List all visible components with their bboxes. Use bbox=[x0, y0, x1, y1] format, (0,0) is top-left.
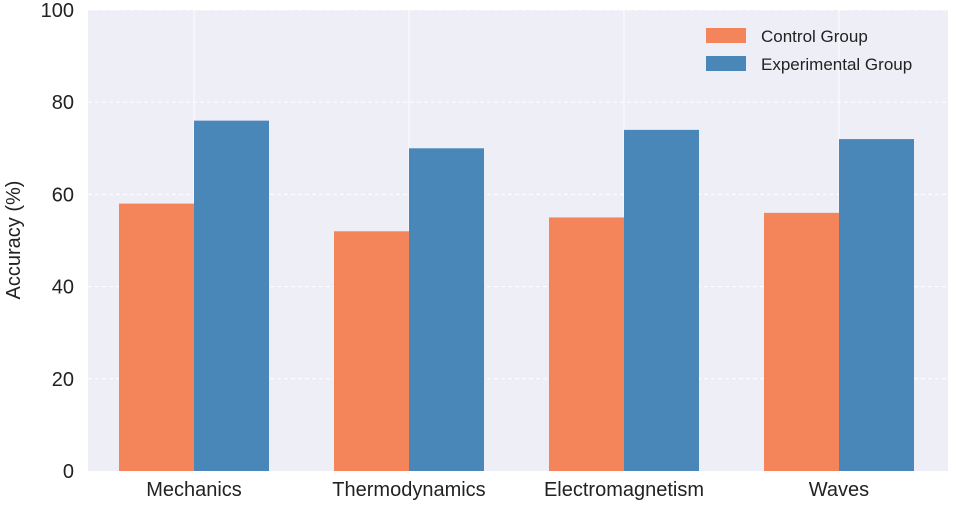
legend: Control Group Experimental Group bbox=[706, 27, 912, 74]
legend-label: Experimental Group bbox=[761, 55, 912, 74]
legend-label: Control Group bbox=[761, 27, 868, 46]
y-axis-ticks: 0 20 40 60 80 100 bbox=[41, 0, 74, 483]
x-axis-ticks: Mechanics Thermodynamics Electromagnetism W… bbox=[146, 479, 869, 501]
bar-experimental bbox=[624, 129, 699, 472]
x-tick-label: Thermodynamics bbox=[332, 479, 485, 501]
bar-experimental bbox=[839, 139, 914, 471]
x-tick-label: Mechanics bbox=[146, 479, 242, 501]
bar-control bbox=[334, 231, 409, 471]
bar-control bbox=[764, 212, 839, 471]
x-tick-label: Waves bbox=[809, 479, 869, 501]
y-tick-label: 60 bbox=[52, 184, 74, 206]
y-tick-label: 80 bbox=[52, 92, 74, 114]
bars bbox=[119, 120, 914, 472]
legend-swatch bbox=[706, 56, 746, 71]
y-tick-label: 20 bbox=[52, 369, 74, 391]
x-tick-label: Electromagnetism bbox=[544, 479, 704, 501]
y-tick-label: 100 bbox=[41, 0, 74, 22]
y-tick-label: 0 bbox=[63, 461, 74, 483]
y-tick-label: 40 bbox=[52, 277, 74, 299]
bar-experimental bbox=[409, 148, 484, 472]
y-axis-label: Accuracy (%) bbox=[3, 181, 25, 300]
bar-control bbox=[549, 217, 624, 471]
bar-control bbox=[119, 203, 194, 471]
legend-swatch bbox=[706, 28, 746, 43]
bar-experimental bbox=[194, 120, 269, 471]
